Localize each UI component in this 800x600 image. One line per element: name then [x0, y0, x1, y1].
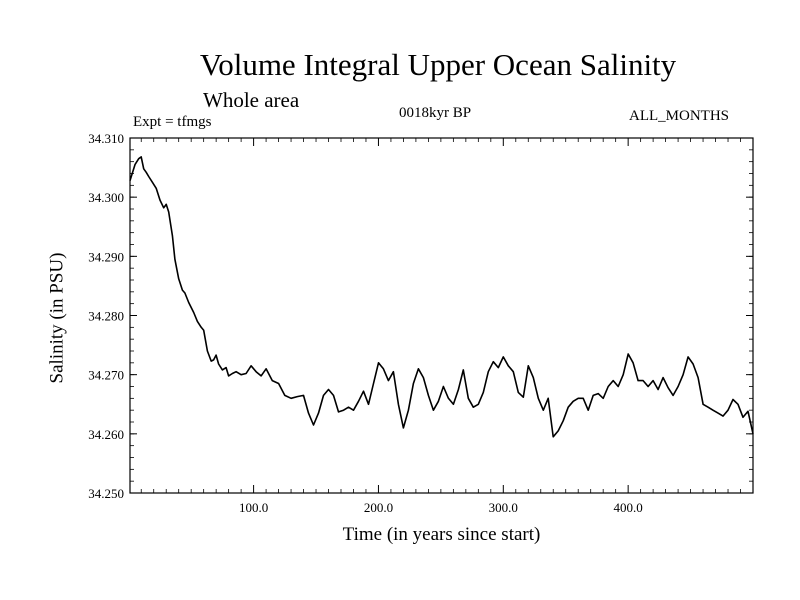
y-tick-label: 34.260 — [88, 427, 124, 442]
y-tick-label: 34.290 — [88, 249, 124, 264]
y-tick-label: 34.250 — [88, 486, 124, 501]
x-tick-label: 200.0 — [364, 500, 393, 515]
x-axis-label: Time (in years since start) — [342, 524, 541, 545]
y-tick-label: 34.300 — [88, 190, 124, 205]
y-axis-label: Salinity (in PSU) — [46, 252, 68, 384]
x-tick-label: 400.0 — [614, 500, 643, 515]
plot-frame — [129, 137, 754, 494]
months-label: ALL_MONTHS — [629, 108, 729, 124]
y-tick-label: 34.310 — [88, 131, 124, 146]
chart-title: Volume Integral Upper Ocean Salinity — [199, 47, 677, 82]
period-label: 0018kyr BP — [399, 105, 472, 121]
y-tick-label: 34.270 — [88, 368, 124, 383]
chart-subtitle: Whole area — [203, 88, 300, 112]
experiment-label: Expt = tfmgs — [133, 114, 212, 130]
x-tick-label: 300.0 — [489, 500, 518, 515]
y-tick-label: 34.280 — [88, 309, 124, 324]
x-tick-label: 100.0 — [239, 500, 268, 515]
salinity-series-line — [129, 156, 754, 438]
